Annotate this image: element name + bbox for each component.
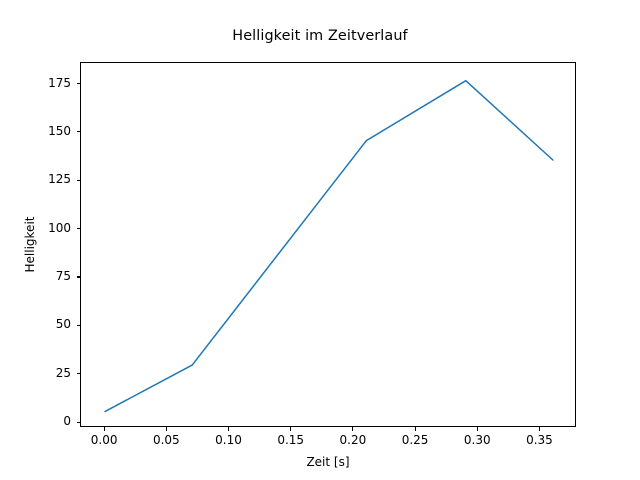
y-tick-mark	[76, 324, 80, 326]
y-axis-label: Helligkeit	[23, 216, 37, 273]
y-tick-label: 75	[55, 268, 71, 283]
x-tick-mark	[165, 427, 167, 431]
data-line-series	[104, 79, 554, 413]
x-tick-label: 0.20	[339, 433, 367, 447]
y-tick-label: 150	[48, 123, 71, 138]
x-tick-label: 0.25	[401, 433, 429, 447]
plot-area	[80, 62, 576, 427]
x-tick-mark	[414, 427, 416, 431]
y-tick-mark	[76, 421, 80, 423]
x-tick-label: 0.30	[463, 433, 491, 447]
x-tick-label: 0.05	[152, 433, 180, 447]
y-tick-label: 25	[55, 365, 71, 380]
x-tick-mark	[227, 427, 230, 431]
x-axis-label: Zeit [s]	[306, 455, 350, 469]
x-tick-mark	[538, 427, 540, 431]
x-tick-label: 0.35	[526, 433, 553, 447]
y-tick-mark	[76, 228, 80, 230]
line-series-helligkeit	[104, 79, 554, 413]
y-tick-label: 100	[48, 220, 71, 235]
y-tick-mark	[76, 83, 80, 85]
y-tick-mark	[76, 373, 80, 375]
y-tick-mark	[76, 179, 80, 181]
x-tick-label: 0.10	[215, 433, 242, 447]
y-tick-mark	[76, 276, 80, 278]
x-tick-mark	[290, 427, 292, 431]
y-tick-label: 125	[48, 172, 71, 187]
x-tick-mark	[103, 427, 105, 431]
y-tick-label: 0	[63, 414, 71, 429]
y-tick-label: 175	[48, 75, 71, 90]
x-tick-mark	[476, 427, 478, 431]
y-tick-label: 50	[55, 317, 71, 332]
y-tick-mark	[76, 131, 80, 133]
x-tick-label: 0.00	[90, 433, 118, 447]
x-tick-label: 0.15	[277, 433, 305, 447]
x-tick-mark	[352, 427, 354, 431]
page-title: Helligkeit im Zeitverlauf	[232, 28, 408, 44]
